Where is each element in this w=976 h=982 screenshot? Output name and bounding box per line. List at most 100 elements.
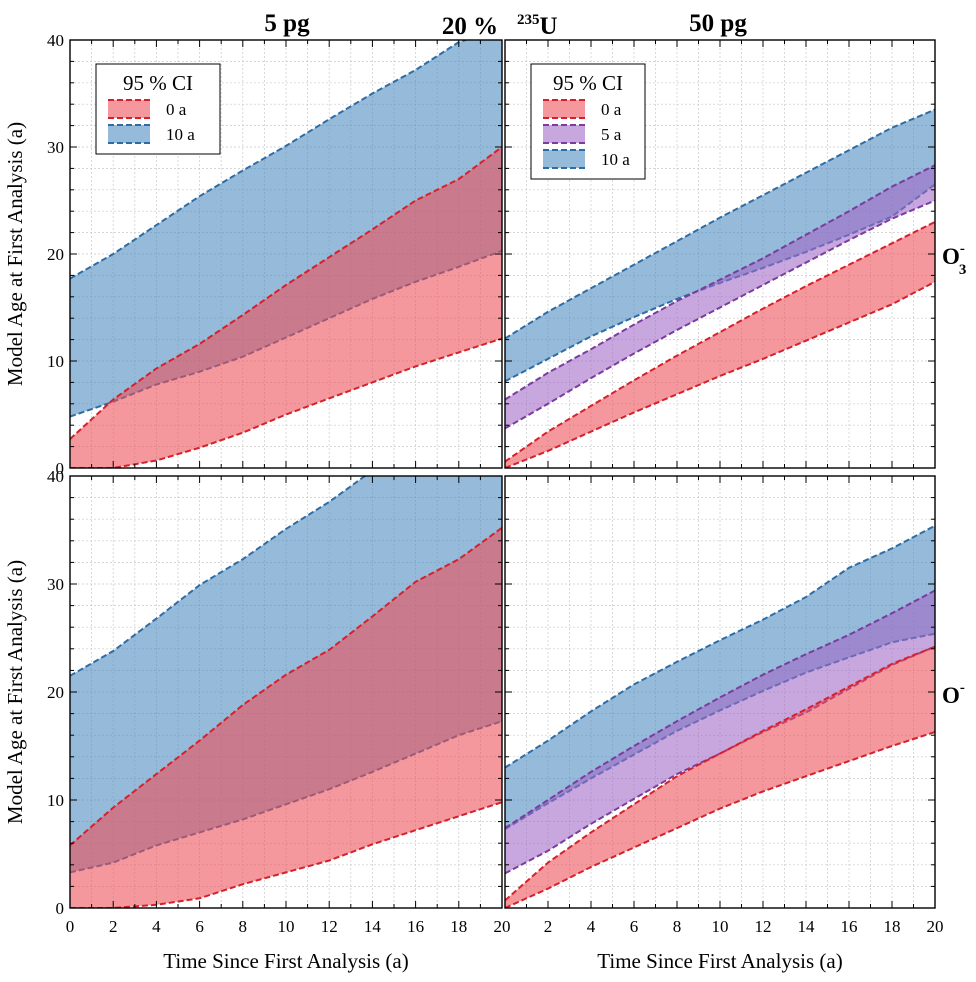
x-tick-label: 10 <box>278 917 295 936</box>
panel-top-left: 0 10 20 30 40 Model Age at First Analysis (a)… <box>3 31 503 478</box>
series-group <box>70 40 502 468</box>
legend-swatch-s10 <box>543 150 585 168</box>
y-axis-label: Model Age at First Analysis (a) <box>3 122 27 386</box>
band-s10 <box>70 40 502 417</box>
y-tick-label: 0 <box>56 459 65 478</box>
bound-lower-s0 <box>70 337 502 468</box>
x-tick-label: 12 <box>755 917 772 936</box>
x-tick-label: 14 <box>798 917 816 936</box>
band-s0 <box>70 527 502 908</box>
x-tick-label: 4 <box>587 917 596 936</box>
title-center: 20 % <box>442 13 498 40</box>
band-s10 <box>505 525 935 830</box>
bound-lower-s0 <box>505 280 935 468</box>
x-axis-label: Time Since First Analysis (a) <box>163 949 408 973</box>
plot-frame <box>69 39 503 469</box>
x-tick-label: 2 <box>544 917 553 936</box>
row-label-bottom: O- <box>942 680 965 708</box>
legend-swatch-s0 <box>543 100 585 118</box>
legend-label-s5: 5 a <box>601 125 622 144</box>
x-tick-label: 18 <box>450 917 467 936</box>
x-tick-label: 6 <box>195 917 204 936</box>
x-tick-label: 16 <box>841 917 858 936</box>
x-tick-label: 20 <box>927 917 944 936</box>
legend-swatch-s5 <box>543 125 585 143</box>
legend-swatch-s10 <box>108 125 150 143</box>
title-left: 5 pg <box>264 10 310 37</box>
title-center-main: 20 % <box>442 13 498 40</box>
plot-frame <box>504 475 936 909</box>
y-tick-label: 40 <box>47 31 64 50</box>
title-center-isotope: 235U <box>517 12 558 40</box>
x-tick-label: 16 <box>407 917 424 936</box>
y-tick-label: 20 <box>47 683 64 702</box>
x-tick-label: 0 <box>66 917 75 936</box>
y-tick-label: 0 <box>56 899 65 918</box>
legend-title: 95 % CI <box>553 71 623 95</box>
legend-label-s10: 10 a <box>601 150 630 169</box>
bound-lower-s0 <box>505 731 935 908</box>
row-label-top-sup: - <box>960 241 965 257</box>
legend: 95 % CI 0 a 5 a 10 a <box>530 63 646 180</box>
row-label-top: O- 3 <box>942 241 966 278</box>
row-label-bottom-main: O <box>942 683 960 708</box>
bound-upper-s10 <box>70 40 470 280</box>
series-group <box>70 476 502 908</box>
legend-label-s10: 10 a <box>166 125 195 144</box>
x-axis-label: Time Since First Analysis (a) <box>597 949 842 973</box>
y-tick-label: 10 <box>47 791 64 810</box>
band-s10 <box>505 109 935 382</box>
x-tick-label: 8 <box>673 917 682 936</box>
y-tick-label: 20 <box>47 245 64 264</box>
x-tick-label: 14 <box>364 917 382 936</box>
x-tick-label: 2 <box>109 917 118 936</box>
title-right: 50 pg <box>689 10 747 37</box>
legend-title: 95 % CI <box>123 71 193 95</box>
band-s5 <box>505 165 935 429</box>
bound-lower-s0 <box>70 801 502 908</box>
series-group <box>505 524 935 908</box>
legend: 95 % CI 0 a 10 a <box>95 63 221 155</box>
y-tick-label: 30 <box>47 575 64 594</box>
legend-label-s0: 0 a <box>601 100 622 119</box>
panel-bottom-right: 2 4 6 8 10 12 14 16 18 20 Time Since First Analysi… <box>504 475 944 973</box>
legend-swatch-s0 <box>108 100 150 118</box>
legend-label-s0: 0 a <box>166 100 187 119</box>
x-tick-label: 6 <box>630 917 639 936</box>
row-label-bottom-sup: - <box>960 680 965 696</box>
bound-upper-s10 <box>70 476 367 677</box>
plot-frame <box>504 39 936 469</box>
x-tick-label: 4 <box>152 917 161 936</box>
band-s0 <box>505 221 935 468</box>
bound-upper-s10 <box>505 524 935 769</box>
panel-top-right: 95 % CI 0 a 5 a 10 a <box>504 39 936 469</box>
bound-upper-s0 <box>505 645 935 902</box>
bound-upper-s0 <box>70 526 502 847</box>
bound-upper-s0 <box>505 221 935 463</box>
title-center-sup: 235 <box>517 12 540 28</box>
band-s0 <box>70 147 502 468</box>
band-s0 <box>505 646 935 908</box>
x-tick-label: 20 <box>494 917 511 936</box>
y-axis-label: Model Age at First Analysis (a) <box>3 560 27 824</box>
bound-upper-s5 <box>505 164 935 401</box>
y-tick-label: 30 <box>47 138 64 157</box>
row-label-top-sub: 3 <box>959 262 967 278</box>
x-tick-label: 8 <box>239 917 248 936</box>
bound-upper-s0 <box>70 146 502 440</box>
row-label-top-main: O <box>942 244 960 269</box>
x-tick-label: 18 <box>884 917 901 936</box>
x-tick-label: 10 <box>712 917 729 936</box>
series-group <box>505 108 935 468</box>
bound-lower-s5 <box>505 199 935 430</box>
band-s5 <box>505 590 935 874</box>
plot-frame <box>69 475 503 909</box>
bound-upper-s5 <box>505 589 935 829</box>
panel-bottom-left: 0 10 20 30 40 0 2 4 6 8 10 12 14 16 18 20 Model Age at F… <box>3 467 511 973</box>
bound-upper-s10 <box>505 108 935 340</box>
y-tick-label: 40 <box>47 467 64 486</box>
title-center-element: U <box>540 13 558 40</box>
y-tick-label: 10 <box>47 352 64 371</box>
